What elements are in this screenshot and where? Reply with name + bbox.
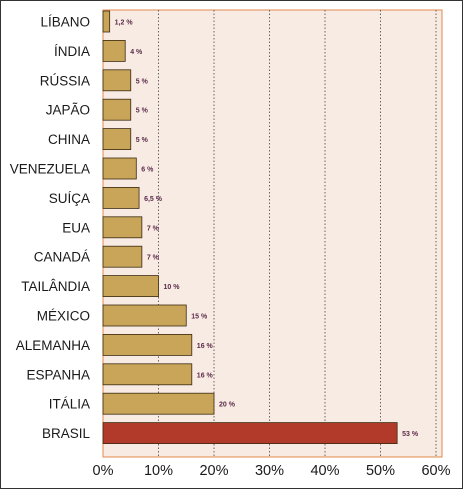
bar-7 [102,216,143,239]
bar-14 [102,422,398,445]
value-label: 1,2 % [115,20,134,27]
bar-12 [102,363,193,386]
x-tick-label: 60% [421,463,450,479]
category-label: BRASIL [42,426,91,441]
category-label: EUA [62,220,90,235]
bar-8 [102,245,143,268]
value-label: 6 % [141,167,154,174]
category-label: ESPANHA [26,367,90,382]
x-tick-label: 50% [366,463,395,479]
category-label: ITÁLIA [49,397,90,412]
bar-5 [102,157,137,180]
category-label: ÍNDIA [54,44,90,59]
value-label: 7 % [147,225,160,232]
bar-4 [102,128,132,151]
x-tick-label: 40% [310,463,339,479]
plot-background [102,9,443,458]
category-label: MÉXICO [37,309,90,324]
x-tick-label: 20% [199,463,228,479]
category-label: CHINA [48,132,90,147]
category-label: SUÍÇA [49,191,90,206]
value-label: 5 % [136,108,149,115]
bar-10 [102,304,187,327]
x-tick-labels: 0% 10% 20% 30% 40% 50% 60% [93,463,451,479]
value-label: 7 % [147,255,160,262]
category-label: LÍBANO [40,15,90,30]
value-label: 5 % [136,137,149,144]
bar-11 [102,333,193,356]
value-label: 53 % [402,431,419,438]
x-tick-label: 10% [144,463,173,479]
bar-0 [102,10,111,33]
value-labels: 1,2 % 4 % 5 % 5 % 5 % 6 % 6,5 % 7 % 7 % 10 % 15 % 1… [115,20,419,439]
bar-3 [102,98,132,121]
category-label: JAPÃO [46,103,90,118]
category-label: TAILÂNDIA [21,279,90,294]
value-label: 16 % [197,372,214,379]
x-tick-label: 0% [93,463,114,479]
value-label: 5 % [136,78,149,85]
bars [102,10,398,445]
bar-9 [102,275,159,298]
category-label: VENEZUELA [10,162,90,177]
category-labels: LÍBANO ÍNDIA RÚSSIA JAPÃO CHINA VENEZUELA SUÍÇ… [10,15,91,442]
value-label: 15 % [191,314,208,321]
bar-1 [102,40,126,62]
bar-13 [102,392,215,415]
value-label: 20 % [219,402,236,409]
bar-2 [102,69,132,92]
value-label: 10 % [164,284,181,291]
value-label: 6,5 % [144,196,163,203]
value-label: 16 % [197,343,214,350]
value-label: 4 % [130,49,143,56]
x-tick-label: 30% [255,463,284,479]
category-label: RÚSSIA [40,73,90,88]
category-label: CANADÁ [34,250,90,265]
bar-6 [102,186,140,209]
category-label: ALEMANHA [16,338,90,353]
